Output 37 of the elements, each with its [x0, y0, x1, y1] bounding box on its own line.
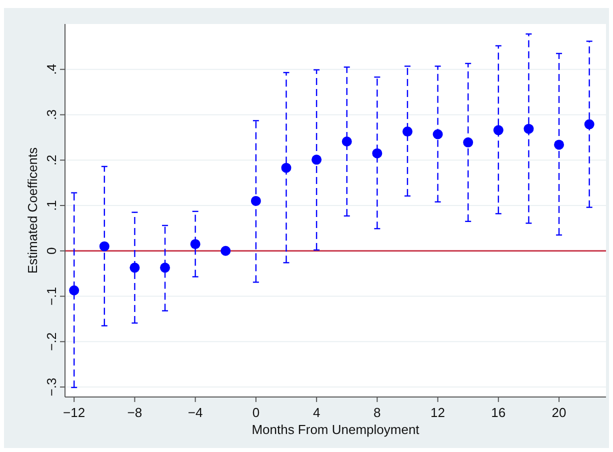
y-tick-label: −.2 [44, 332, 59, 351]
point [584, 119, 594, 130]
point [69, 285, 80, 296]
point [250, 196, 261, 206]
x-axis-title: Months From Unemployment [252, 422, 420, 437]
point [554, 140, 564, 150]
point [130, 262, 140, 273]
y-tick-label: .4 [44, 64, 59, 75]
point [493, 125, 504, 136]
y-tick-label: .3 [44, 109, 59, 120]
y-tick-label: .2 [44, 154, 59, 166]
point [524, 124, 534, 134]
x-tick-label: −8 [127, 405, 142, 420]
x-tick-label: 16 [491, 405, 506, 420]
x-tick-label: −4 [188, 405, 203, 420]
x-tick-label: 4 [312, 405, 320, 420]
point [372, 148, 382, 158]
y-tick-label: 0 [44, 247, 59, 255]
y-tick-label: −.1 [44, 287, 59, 306]
point [432, 129, 443, 140]
point [190, 239, 200, 250]
point [342, 136, 352, 147]
point [312, 154, 322, 165]
point [220, 246, 231, 256]
point [99, 241, 110, 252]
x-tick-label: 0 [252, 405, 260, 420]
y-axis-title: Estimated Coefficents [25, 146, 40, 274]
y-tick-label: −.3 [44, 378, 59, 396]
y-tick-label: .1 [44, 200, 59, 211]
x-tick-label: 8 [374, 405, 381, 420]
point [402, 126, 412, 137]
point [160, 262, 170, 273]
x-tick-label: 12 [430, 405, 446, 420]
point [463, 137, 474, 148]
x-tick-label: 20 [552, 405, 566, 420]
x-tick-label: −12 [63, 405, 86, 420]
point [281, 162, 292, 173]
